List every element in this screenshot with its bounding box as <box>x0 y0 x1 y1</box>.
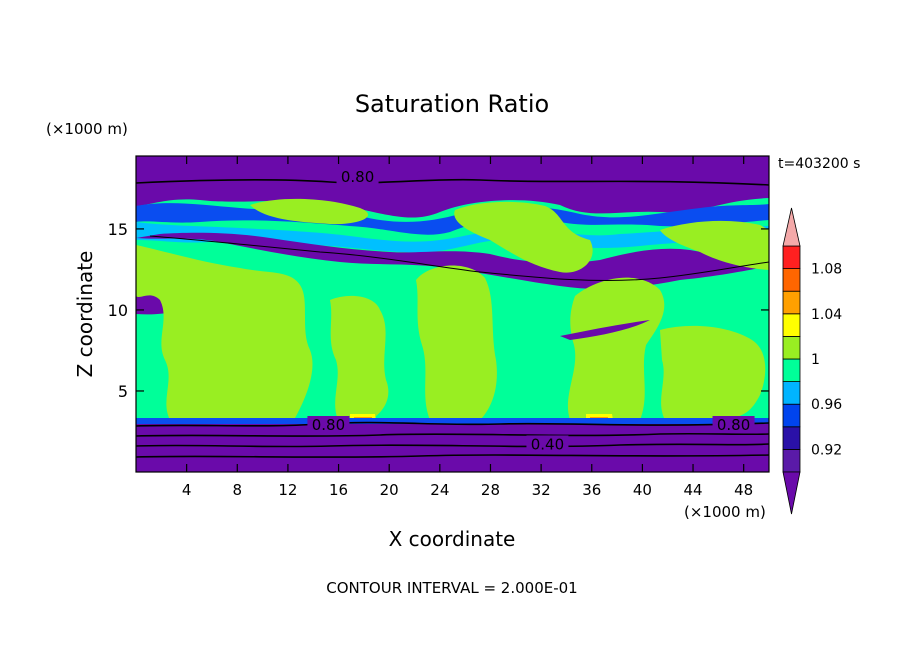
x-tick-label: 16 <box>329 481 348 499</box>
colorbar-label: 1.04 <box>811 307 842 323</box>
colorbar-swatch <box>782 426 801 450</box>
contour-interval-label: CONTOUR INTERVAL = 2.000E-01 <box>326 579 577 597</box>
contour-label: 0.40 <box>531 435 564 453</box>
colorbar-label: 1.08 <box>811 262 842 278</box>
colorbar-under-triangle <box>782 471 801 515</box>
chart-title: Saturation Ratio <box>355 90 549 118</box>
colorbar-label: 0.92 <box>811 442 842 458</box>
lime-cloud-2 <box>330 295 389 420</box>
x-tick-label: 28 <box>481 481 500 499</box>
contour-0p80-lower <box>136 421 769 427</box>
contour-label: 0.80 <box>717 416 750 434</box>
x-tick-label: 4 <box>182 481 192 499</box>
contour-label-bg <box>526 435 569 453</box>
contour-label-bg <box>712 416 755 434</box>
lower-purple-band <box>136 424 769 472</box>
colorbar-label: 1 <box>811 352 820 368</box>
x-unit-label: (×1000 m) <box>684 503 766 521</box>
x-tick-label: 36 <box>582 481 601 499</box>
x-axis-label: X coordinate <box>389 527 516 551</box>
y-tick-label: 10 <box>108 301 128 320</box>
lime-cloud-4 <box>567 277 665 420</box>
colorbar-label: 0.96 <box>811 397 842 413</box>
inner-purple-streak <box>560 320 650 340</box>
colorbar-swatch <box>782 448 801 473</box>
contour-label: 0.80 <box>312 416 345 434</box>
x-tick-label: 48 <box>734 481 753 499</box>
contour-0p80-upper <box>136 178 769 186</box>
contour-label-bg <box>307 416 350 434</box>
y-axis-label: Z coordinate <box>73 251 97 378</box>
plot-field <box>136 156 769 472</box>
x-tick-label: 40 <box>633 481 652 499</box>
contour-upper-streak <box>149 235 769 281</box>
y-unit-label: (×1000 m) <box>46 120 128 138</box>
x-tick-label: 12 <box>278 481 297 499</box>
colorbar: 0.92 0.96 1 1.04 1.08 <box>782 207 842 515</box>
x-tick-label: 20 <box>380 481 399 499</box>
x-tick-label: 32 <box>532 481 551 499</box>
contour-0p40 <box>136 443 769 448</box>
contour-label-bg <box>336 168 379 186</box>
time-label: t=403200 s <box>778 156 860 172</box>
colorbar-swatch <box>782 290 801 315</box>
lime-upper-1 <box>250 198 369 225</box>
upper-mid-purple <box>136 232 769 289</box>
y-tick-label: 15 <box>108 220 128 239</box>
colorbar-swatch <box>782 313 801 337</box>
colorbar-swatch <box>782 403 801 428</box>
colorbar-over-triangle <box>782 207 801 247</box>
colorbar-swatch <box>782 245 801 270</box>
contour-lower-2 <box>136 432 769 437</box>
x-axis: 4 8 12 16 20 24 28 32 36 40 44 48 <box>182 156 753 499</box>
lower-blue-band <box>136 418 769 424</box>
x-tick-label: 8 <box>233 481 243 499</box>
y-axis: 5 10 15 <box>108 220 769 401</box>
lime-cloud-3 <box>416 265 497 420</box>
lime-cloud-5 <box>660 325 766 420</box>
x-tick-label: 44 <box>683 481 702 499</box>
colorbar-swatch <box>782 268 801 292</box>
colorbar-swatch <box>782 358 801 383</box>
contour-lower-4 <box>136 454 769 458</box>
upper-purple-band <box>136 156 769 218</box>
contour-labels: 0.80 0.80 0.40 0.80 <box>307 168 755 453</box>
lime-upper-3 <box>660 220 769 270</box>
contour-label: 0.80 <box>341 168 374 186</box>
colorbar-swatch <box>782 381 801 405</box>
upper-cyan-band <box>136 222 769 253</box>
lime-upper-2 <box>454 201 593 273</box>
y-tick-label: 5 <box>118 382 128 401</box>
x-tick-label: 24 <box>430 481 449 499</box>
colorbar-swatch <box>782 335 801 360</box>
contour-lines <box>136 178 769 458</box>
lime-cloud-1 <box>136 245 313 420</box>
plot-frame <box>135 155 770 473</box>
